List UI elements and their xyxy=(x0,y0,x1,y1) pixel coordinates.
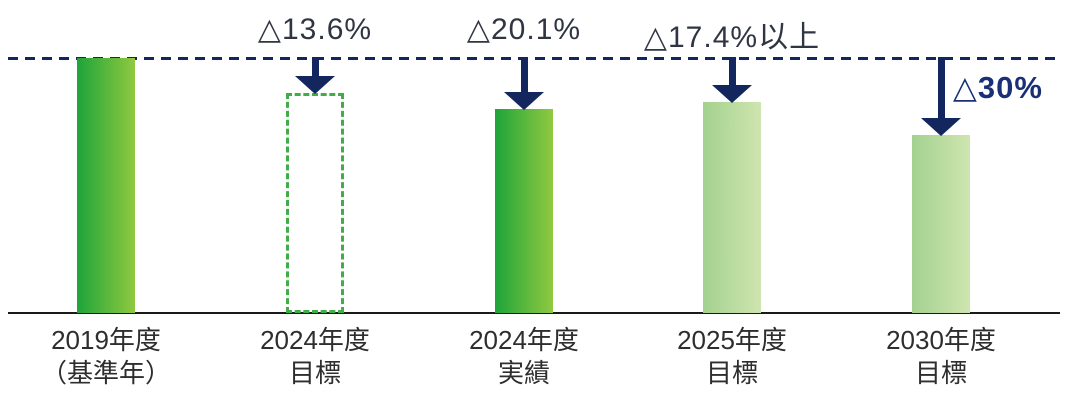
reduction-arrow-head-icon-fy2025-target xyxy=(712,85,752,103)
x-label-line: 2025年度 xyxy=(677,325,787,355)
x-label-fy2019-baseline: 2019年度 （基準年） xyxy=(2,324,210,390)
x-label-line: 2019年度 xyxy=(51,325,161,355)
bar-fy2019-baseline xyxy=(77,58,135,313)
x-label-line: 目標 xyxy=(288,358,341,388)
x-label-line: 2030年度 xyxy=(886,325,996,355)
x-label-line: 目標 xyxy=(705,358,758,388)
baseline-dashed-line xyxy=(8,57,1062,60)
bar-fy2024-target xyxy=(286,93,344,313)
x-label-line: 目標 xyxy=(914,358,967,388)
x-label-line: 2024年度 xyxy=(260,325,370,355)
x-label-fy2025-target: 2025年度 目標 xyxy=(628,324,836,390)
x-label-line: 2024年度 xyxy=(469,325,579,355)
reduction-arrow-head-icon-fy2024-target xyxy=(295,76,335,94)
x-label-line: （基準年） xyxy=(40,358,171,388)
reduction-arrow-stem-fy2030-target xyxy=(937,57,945,118)
x-label-fy2024-target: 2024年度 目標 xyxy=(211,324,419,390)
reduction-annotation-fy2030-target: △30% xyxy=(953,70,1043,105)
bar-fy2030-target xyxy=(912,135,970,313)
reduction-annotation-fy2025-target: △17.4%以上 xyxy=(643,21,821,54)
reduction-arrow-stem-fy2024-actual xyxy=(520,57,528,92)
reduction-arrow-head-icon-fy2030-target xyxy=(921,118,961,136)
reduction-arrow-head-icon-fy2024-actual xyxy=(504,92,544,110)
bar-fy2024-actual xyxy=(495,109,553,313)
reduction-arrow-stem-fy2024-target xyxy=(311,57,319,76)
x-label-line: 実績 xyxy=(497,358,550,388)
x-axis-line xyxy=(8,312,1060,314)
reduction-annotation-fy2024-actual: △20.1% xyxy=(466,13,582,46)
x-label-fy2024-actual: 2024年度 実績 xyxy=(420,324,628,390)
bar-fy2025-target xyxy=(703,102,761,313)
x-label-fy2030-target: 2030年度 目標 xyxy=(837,324,1045,390)
reduction-annotation-fy2024-target: △13.6% xyxy=(257,13,373,46)
reduction-arrow-stem-fy2025-target xyxy=(728,57,736,85)
